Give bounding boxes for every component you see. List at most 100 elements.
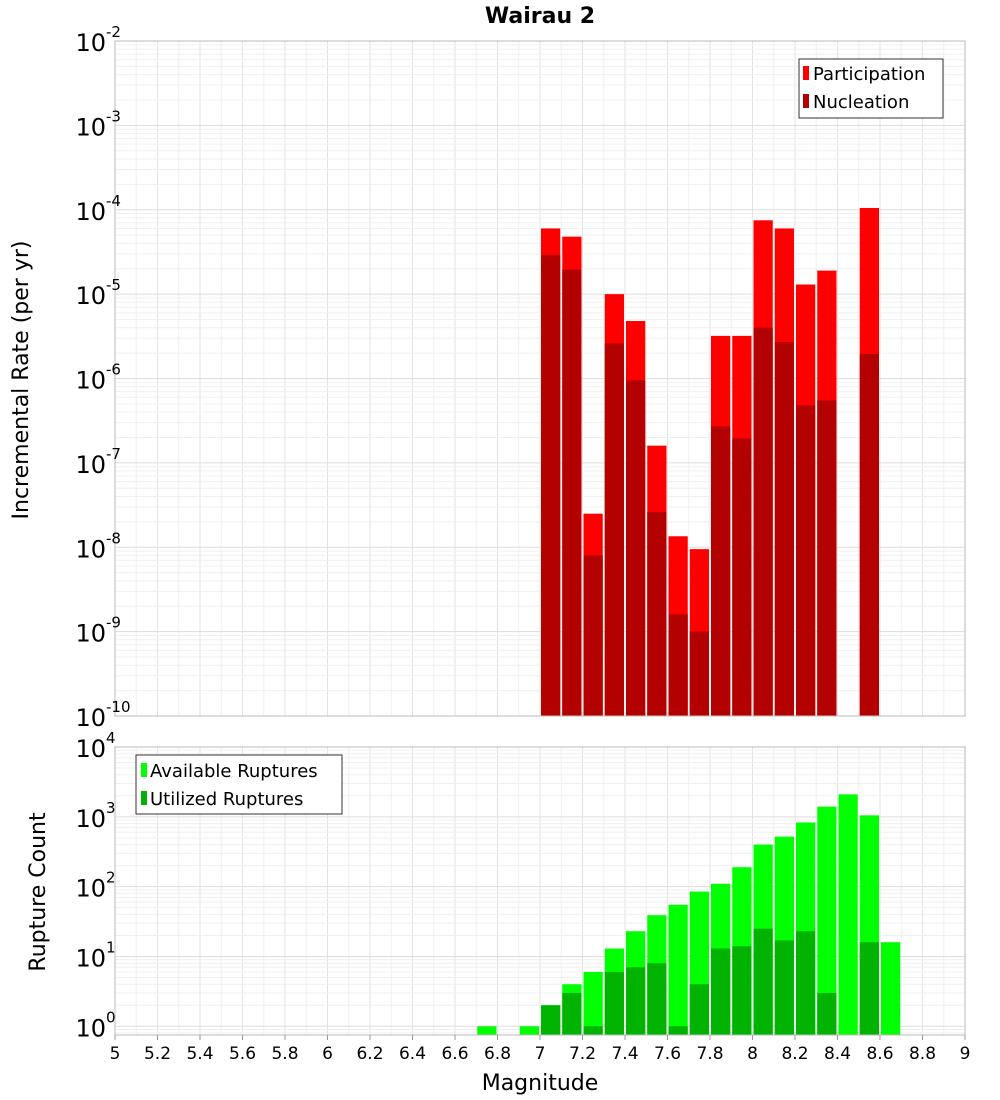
bottom-y-axis-label: Rupture Count [26, 812, 51, 972]
bottom-bars [477, 794, 901, 1035]
bar-nucleation [732, 438, 752, 716]
bar-nucleation [562, 269, 582, 716]
svg-text:-8: -8 [106, 529, 121, 547]
x-tick-label: 9 [960, 1044, 971, 1064]
y-tick-label: 10 -9 [75, 614, 121, 648]
bar-nucleation [604, 343, 624, 716]
y-tick-label: 10 -8 [75, 529, 121, 563]
x-tick-label: 8.8 [909, 1044, 936, 1064]
bar-available-ruptures [583, 971, 603, 1035]
y-tick-label: 10 -3 [75, 107, 121, 141]
bar-nucleation [647, 512, 667, 716]
bar-utilized-ruptures [647, 963, 667, 1035]
x-tick-label: 6.4 [399, 1044, 426, 1064]
x-tick-label: 6 [322, 1044, 333, 1064]
bar-utilized-ruptures [753, 928, 773, 1035]
top-y-axis-label: Incremental Rate (per yr) [9, 241, 34, 520]
x-tick-label: 5.4 [186, 1044, 213, 1064]
y-tick-label: 10 1 [75, 938, 115, 972]
svg-text:-10: -10 [106, 698, 131, 716]
svg-text:10: 10 [75, 620, 106, 648]
bar-utilized-ruptures [796, 931, 816, 1035]
bar-nucleation [626, 380, 646, 716]
y-tick-label: 10 2 [75, 869, 115, 903]
svg-text:-2: -2 [106, 23, 121, 41]
svg-text:10: 10 [75, 1014, 106, 1042]
x-tick-label: 8.4 [824, 1044, 851, 1064]
x-tick-label: 8 [747, 1044, 758, 1064]
bar-utilized-ruptures [732, 946, 752, 1035]
y-tick-label: 10 3 [75, 799, 115, 833]
svg-text:10: 10 [75, 451, 106, 479]
x-tick-label: 7.8 [696, 1044, 723, 1064]
bar-utilized-ruptures [774, 940, 794, 1035]
bar-available-ruptures [668, 904, 688, 1035]
svg-text:10: 10 [75, 704, 106, 732]
bar-nucleation [774, 342, 794, 716]
svg-text:10: 10 [75, 367, 106, 395]
legend-swatch-available [141, 763, 147, 777]
bar-available-ruptures [881, 942, 901, 1035]
y-tick-label: 10 -4 [75, 192, 121, 226]
bar-nucleation [668, 614, 688, 716]
bar-available-ruptures [519, 1026, 539, 1035]
top-bars [541, 207, 879, 717]
bottom-legend: Available Ruptures Utilized Ruptures [135, 754, 343, 815]
svg-text:4: 4 [106, 729, 116, 747]
x-tick-label: 6.2 [356, 1044, 383, 1064]
svg-text:10: 10 [75, 944, 106, 972]
x-tick-label: 6.8 [484, 1044, 511, 1064]
svg-text:-4: -4 [106, 192, 121, 210]
legend-swatch-nucleation [803, 94, 809, 108]
svg-text:2: 2 [106, 869, 116, 887]
x-tick-label: 6.6 [441, 1044, 468, 1064]
bar-nucleation [689, 631, 709, 716]
bar-utilized-ruptures [604, 971, 624, 1035]
x-ticks: 5 5.2 5.4 5.6 5.8 6 6.2 6.4 6.6 6.8 7 7.2 7.4 7.6 7.8 8… [110, 1035, 971, 1064]
bar-utilized-ruptures [859, 942, 879, 1035]
x-tick-label: 7.6 [654, 1044, 681, 1064]
bar-nucleation [796, 405, 816, 716]
svg-text:10: 10 [75, 113, 106, 141]
x-tick-label: 7.4 [611, 1044, 638, 1064]
top-plot-frame [114, 40, 966, 717]
y-tick-label: 10 -10 [75, 698, 130, 732]
bar-utilized-ruptures [583, 1026, 603, 1035]
svg-text:-7: -7 [106, 445, 121, 463]
legend-label-utilized: Utilized Ruptures [150, 789, 303, 810]
legend-label-available: Available Ruptures [150, 761, 318, 782]
bar-utilized-ruptures [711, 948, 731, 1035]
bottom-legend-box [135, 754, 343, 815]
y-tick-label: 10 -7 [75, 445, 121, 479]
legend-label-participation: Participation [813, 64, 925, 85]
bar-nucleation [583, 555, 603, 716]
top-grid [114, 40, 966, 717]
bar-utilized-ruptures [626, 967, 646, 1035]
svg-text:-6: -6 [106, 361, 121, 379]
x-tick-label: 5.2 [144, 1044, 171, 1064]
top-legend-box [798, 58, 944, 119]
bar-nucleation [541, 255, 561, 716]
svg-text:10: 10 [75, 735, 106, 763]
bar-utilized-ruptures [562, 992, 582, 1035]
svg-text:-3: -3 [106, 107, 121, 125]
bar-nucleation [817, 400, 837, 716]
x-tick-label: 7 [535, 1044, 546, 1064]
y-tick-label: 10 0 [75, 1008, 115, 1042]
svg-text:10: 10 [75, 282, 106, 310]
svg-text:-9: -9 [106, 614, 121, 632]
y-tick-label: 10 -2 [75, 23, 121, 57]
bar-utilized-ruptures [541, 1005, 561, 1035]
chart-title: Wairau 2 [485, 4, 595, 29]
bar-utilized-ruptures [689, 984, 709, 1035]
x-tick-label: 5.8 [271, 1044, 298, 1064]
svg-text:10: 10 [75, 535, 106, 563]
bar-utilized-ruptures [817, 992, 837, 1035]
top-legend: Participation Nucleation [798, 58, 944, 119]
bar-available-ruptures [817, 806, 837, 1035]
